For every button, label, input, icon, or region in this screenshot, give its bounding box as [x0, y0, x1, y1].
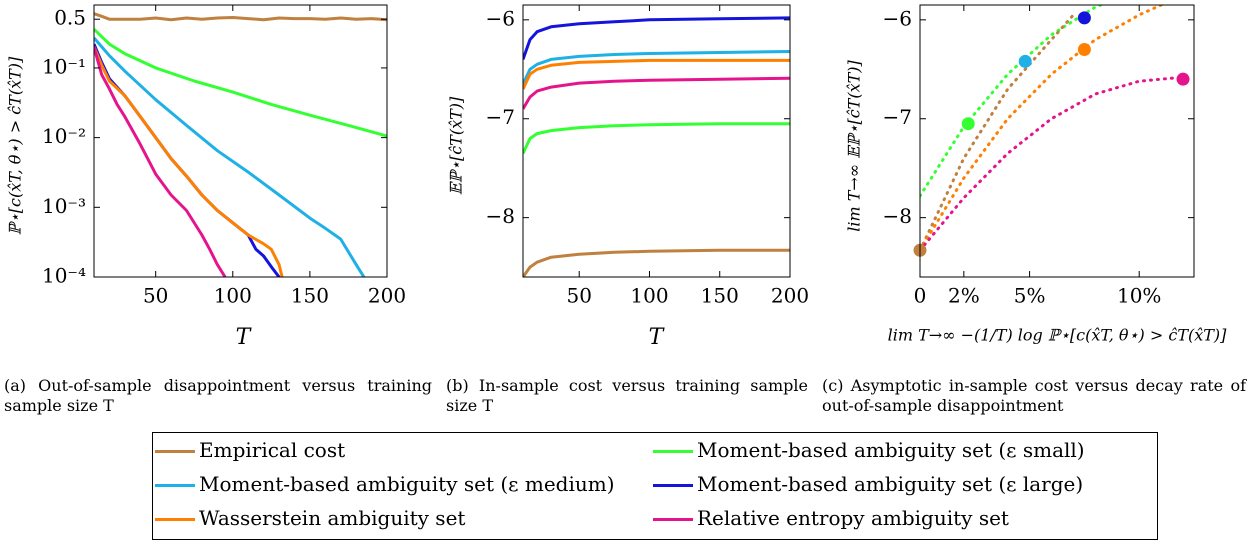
point-moment_small — [961, 117, 975, 131]
panel-c-plot: 0 2% 5% 10% −6 −7 −8 lim T→∞ −(1/T) log ℙ⋆[c(x̂… — [845, 4, 1228, 345]
legend-label-empirical: Empirical cost — [199, 438, 346, 462]
x-tick-label: 100 — [214, 284, 252, 308]
series-group — [523, 16, 790, 277]
y-tick-label: −8 — [486, 204, 515, 228]
legend: Empirical cost Moment-based ambiguity se… — [152, 432, 1158, 540]
x-tick-label: 5% — [1014, 284, 1046, 308]
point-moment_medium — [1018, 54, 1032, 68]
series-line-moment_small — [523, 122, 790, 155]
series-group — [920, 5, 1185, 252]
x-tick-label: 150 — [291, 284, 329, 308]
y-tick-label: 10⁻⁴ — [42, 264, 86, 288]
x-tick-label: 10% — [1117, 284, 1161, 308]
legend-swatch-empirical — [155, 450, 195, 453]
y-axis-label: ℙ⋆[c(x̂T, θ⋆) > ĉT(x̂T)] — [6, 56, 25, 235]
y-axis-label: 𝔼ℙ⋆[ĉT(x̂T)] — [447, 96, 466, 195]
y-tick-label: −6 — [883, 6, 912, 30]
point-moment_large — [1077, 11, 1091, 25]
y-tick-label: 10⁻³ — [42, 194, 86, 218]
y-tick-label: −7 — [883, 105, 912, 129]
caption-c-text: (c) Asymptotic in-sample cost versus dec… — [822, 376, 1246, 415]
x-tick-label: 100 — [630, 284, 668, 308]
legend-swatch-moment-small — [653, 450, 693, 453]
series-line-empirical — [920, 13, 1075, 252]
y-tick-label: −8 — [883, 204, 912, 228]
x-tick-label: 0 — [914, 284, 927, 308]
series-group — [94, 12, 387, 277]
x-axis-label: lim T→∞ −(1/T) log ℙ⋆[c(x̂T, θ⋆) > ĉT(x̂… — [888, 326, 1228, 345]
legend-swatch-rel-entropy — [653, 518, 693, 521]
series-line-moment_medium — [94, 36, 366, 277]
x-tick-label: 200 — [771, 284, 809, 308]
caption-b: (b) In-sample cost versus training sampl… — [446, 376, 808, 416]
legend-swatch-moment-large — [653, 484, 693, 487]
panel-b-plot: 50 100 150 200 −6 −7 −8 T 𝔼ℙ⋆[ĉT(x̂T)] — [447, 4, 809, 350]
caption-a-text: (a) Out-of-sample disappointment versus … — [4, 376, 432, 415]
series-line-wasserstein — [920, 5, 1165, 252]
y-axis-label: lim T→∞ 𝔼ℙ⋆[ĉT(x̂T)] — [845, 59, 864, 231]
series-line-wasserstein — [523, 58, 790, 90]
legend-item-empirical: Empirical cost — [155, 437, 345, 463]
panel-a-plot: 50 100 150 200 0.5 10⁻¹ 10⁻² 10⁻³ 10⁻⁴ T ℙ⋆[c(x̂T,… — [6, 4, 406, 350]
series-line-moment_medium — [523, 50, 790, 85]
series-line-empirical — [94, 12, 387, 22]
x-axis-label: T — [649, 325, 666, 350]
x-tick-label: 50 — [143, 284, 168, 308]
axis-frame — [522, 4, 791, 278]
legend-item-wasserstein: Wasserstein ambiguity set — [155, 505, 465, 531]
series-line-rel_entropy — [523, 76, 790, 110]
x-axis-label: T — [236, 325, 253, 350]
y-tick-label: −7 — [486, 105, 515, 129]
y-tick-label: 10⁻¹ — [42, 54, 86, 78]
legend-item-rel-entropy: Relative entropy ambiguity set — [653, 505, 1009, 531]
legend-item-moment-large: Moment-based ambiguity set (ε large) — [653, 471, 1083, 497]
x-tick-label: 50 — [566, 284, 591, 308]
x-tick-label: 150 — [701, 284, 739, 308]
axis-frame — [919, 4, 1195, 278]
series-line-rel_entropy — [920, 75, 1185, 252]
legend-item-moment-small: Moment-based ambiguity set (ε small) — [653, 437, 1085, 463]
series-line-wasserstein — [94, 46, 284, 277]
caption-b-text: (b) In-sample cost versus training sampl… — [446, 376, 808, 415]
legend-swatch-moment-medium — [155, 484, 195, 487]
caption-c: (c) Asymptotic in-sample cost versus dec… — [822, 376, 1246, 416]
legend-label-wasserstein: Wasserstein ambiguity set — [199, 506, 466, 530]
legend-label-moment-large: Moment-based ambiguity set (ε large) — [697, 472, 1084, 496]
legend-swatch-wasserstein — [155, 518, 195, 521]
series-line-moment_large — [523, 16, 790, 60]
series-line-moment_small — [94, 28, 387, 138]
legend-item-moment-medium: Moment-based ambiguity set (ε medium) — [155, 471, 615, 497]
point-wasserstein — [1077, 43, 1091, 57]
x-tick-label: 200 — [368, 284, 406, 308]
caption-a: (a) Out-of-sample disappointment versus … — [4, 376, 432, 416]
series-line-rel_entropy — [94, 46, 227, 277]
legend-label-moment-small: Moment-based ambiguity set (ε small) — [697, 438, 1085, 462]
series-line-empirical — [523, 248, 790, 277]
x-tick-label: 2% — [948, 284, 980, 308]
y-tick-label: 10⁻² — [42, 124, 86, 148]
point-rel_entropy — [1176, 72, 1190, 86]
legend-label-moment-medium: Moment-based ambiguity set (ε medium) — [199, 472, 615, 496]
y-tick-label: −6 — [486, 6, 515, 30]
legend-label-rel-entropy: Relative entropy ambiguity set — [697, 506, 1009, 530]
axis-frame — [93, 4, 388, 278]
y-tick-label: 0.5 — [54, 6, 86, 30]
